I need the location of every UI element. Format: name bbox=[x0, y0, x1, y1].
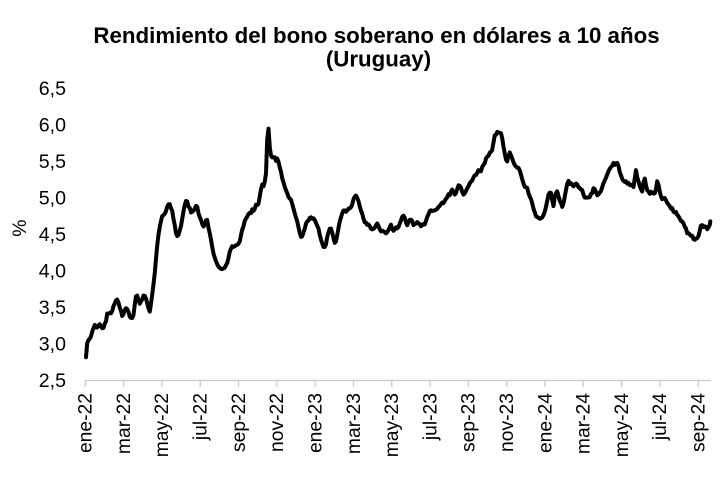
svg-text:6,5: 6,5 bbox=[39, 78, 66, 100]
svg-text:3,0: 3,0 bbox=[39, 334, 66, 356]
svg-text:nov-23: nov-23 bbox=[497, 393, 518, 452]
svg-text:ene-23: ene-23 bbox=[306, 393, 327, 453]
svg-text:5,0: 5,0 bbox=[39, 188, 66, 210]
svg-text:sep-22: sep-22 bbox=[229, 393, 250, 452]
svg-text:ene-22: ene-22 bbox=[76, 393, 97, 453]
svg-text:may-23: may-23 bbox=[382, 393, 403, 457]
svg-text:(Uruguay): (Uruguay) bbox=[326, 47, 431, 72]
svg-text:3,5: 3,5 bbox=[39, 297, 66, 319]
svg-text:mar-23: mar-23 bbox=[344, 393, 365, 454]
svg-text:Rendimiento del bono soberano: Rendimiento del bono soberano en dólares… bbox=[93, 23, 659, 48]
svg-text:mar-24: mar-24 bbox=[574, 393, 595, 454]
svg-text:sep-24: sep-24 bbox=[689, 393, 710, 452]
svg-text:jul-22: jul-22 bbox=[191, 393, 212, 441]
svg-text:ene-24: ene-24 bbox=[535, 393, 556, 453]
svg-text:jul-23: jul-23 bbox=[420, 393, 441, 441]
svg-text:%: % bbox=[10, 220, 31, 237]
svg-text:sep-23: sep-23 bbox=[459, 393, 480, 452]
svg-text:2,5: 2,5 bbox=[39, 370, 66, 392]
svg-text:may-22: may-22 bbox=[152, 393, 173, 457]
svg-text:5,5: 5,5 bbox=[39, 151, 66, 173]
svg-text:4,5: 4,5 bbox=[39, 224, 66, 246]
svg-text:jul-24: jul-24 bbox=[650, 393, 671, 441]
svg-text:6,0: 6,0 bbox=[39, 115, 66, 137]
svg-text:nov-22: nov-22 bbox=[267, 393, 288, 452]
svg-text:4,0: 4,0 bbox=[39, 261, 66, 283]
svg-text:mar-22: mar-22 bbox=[114, 393, 135, 454]
svg-text:may-24: may-24 bbox=[612, 393, 633, 458]
